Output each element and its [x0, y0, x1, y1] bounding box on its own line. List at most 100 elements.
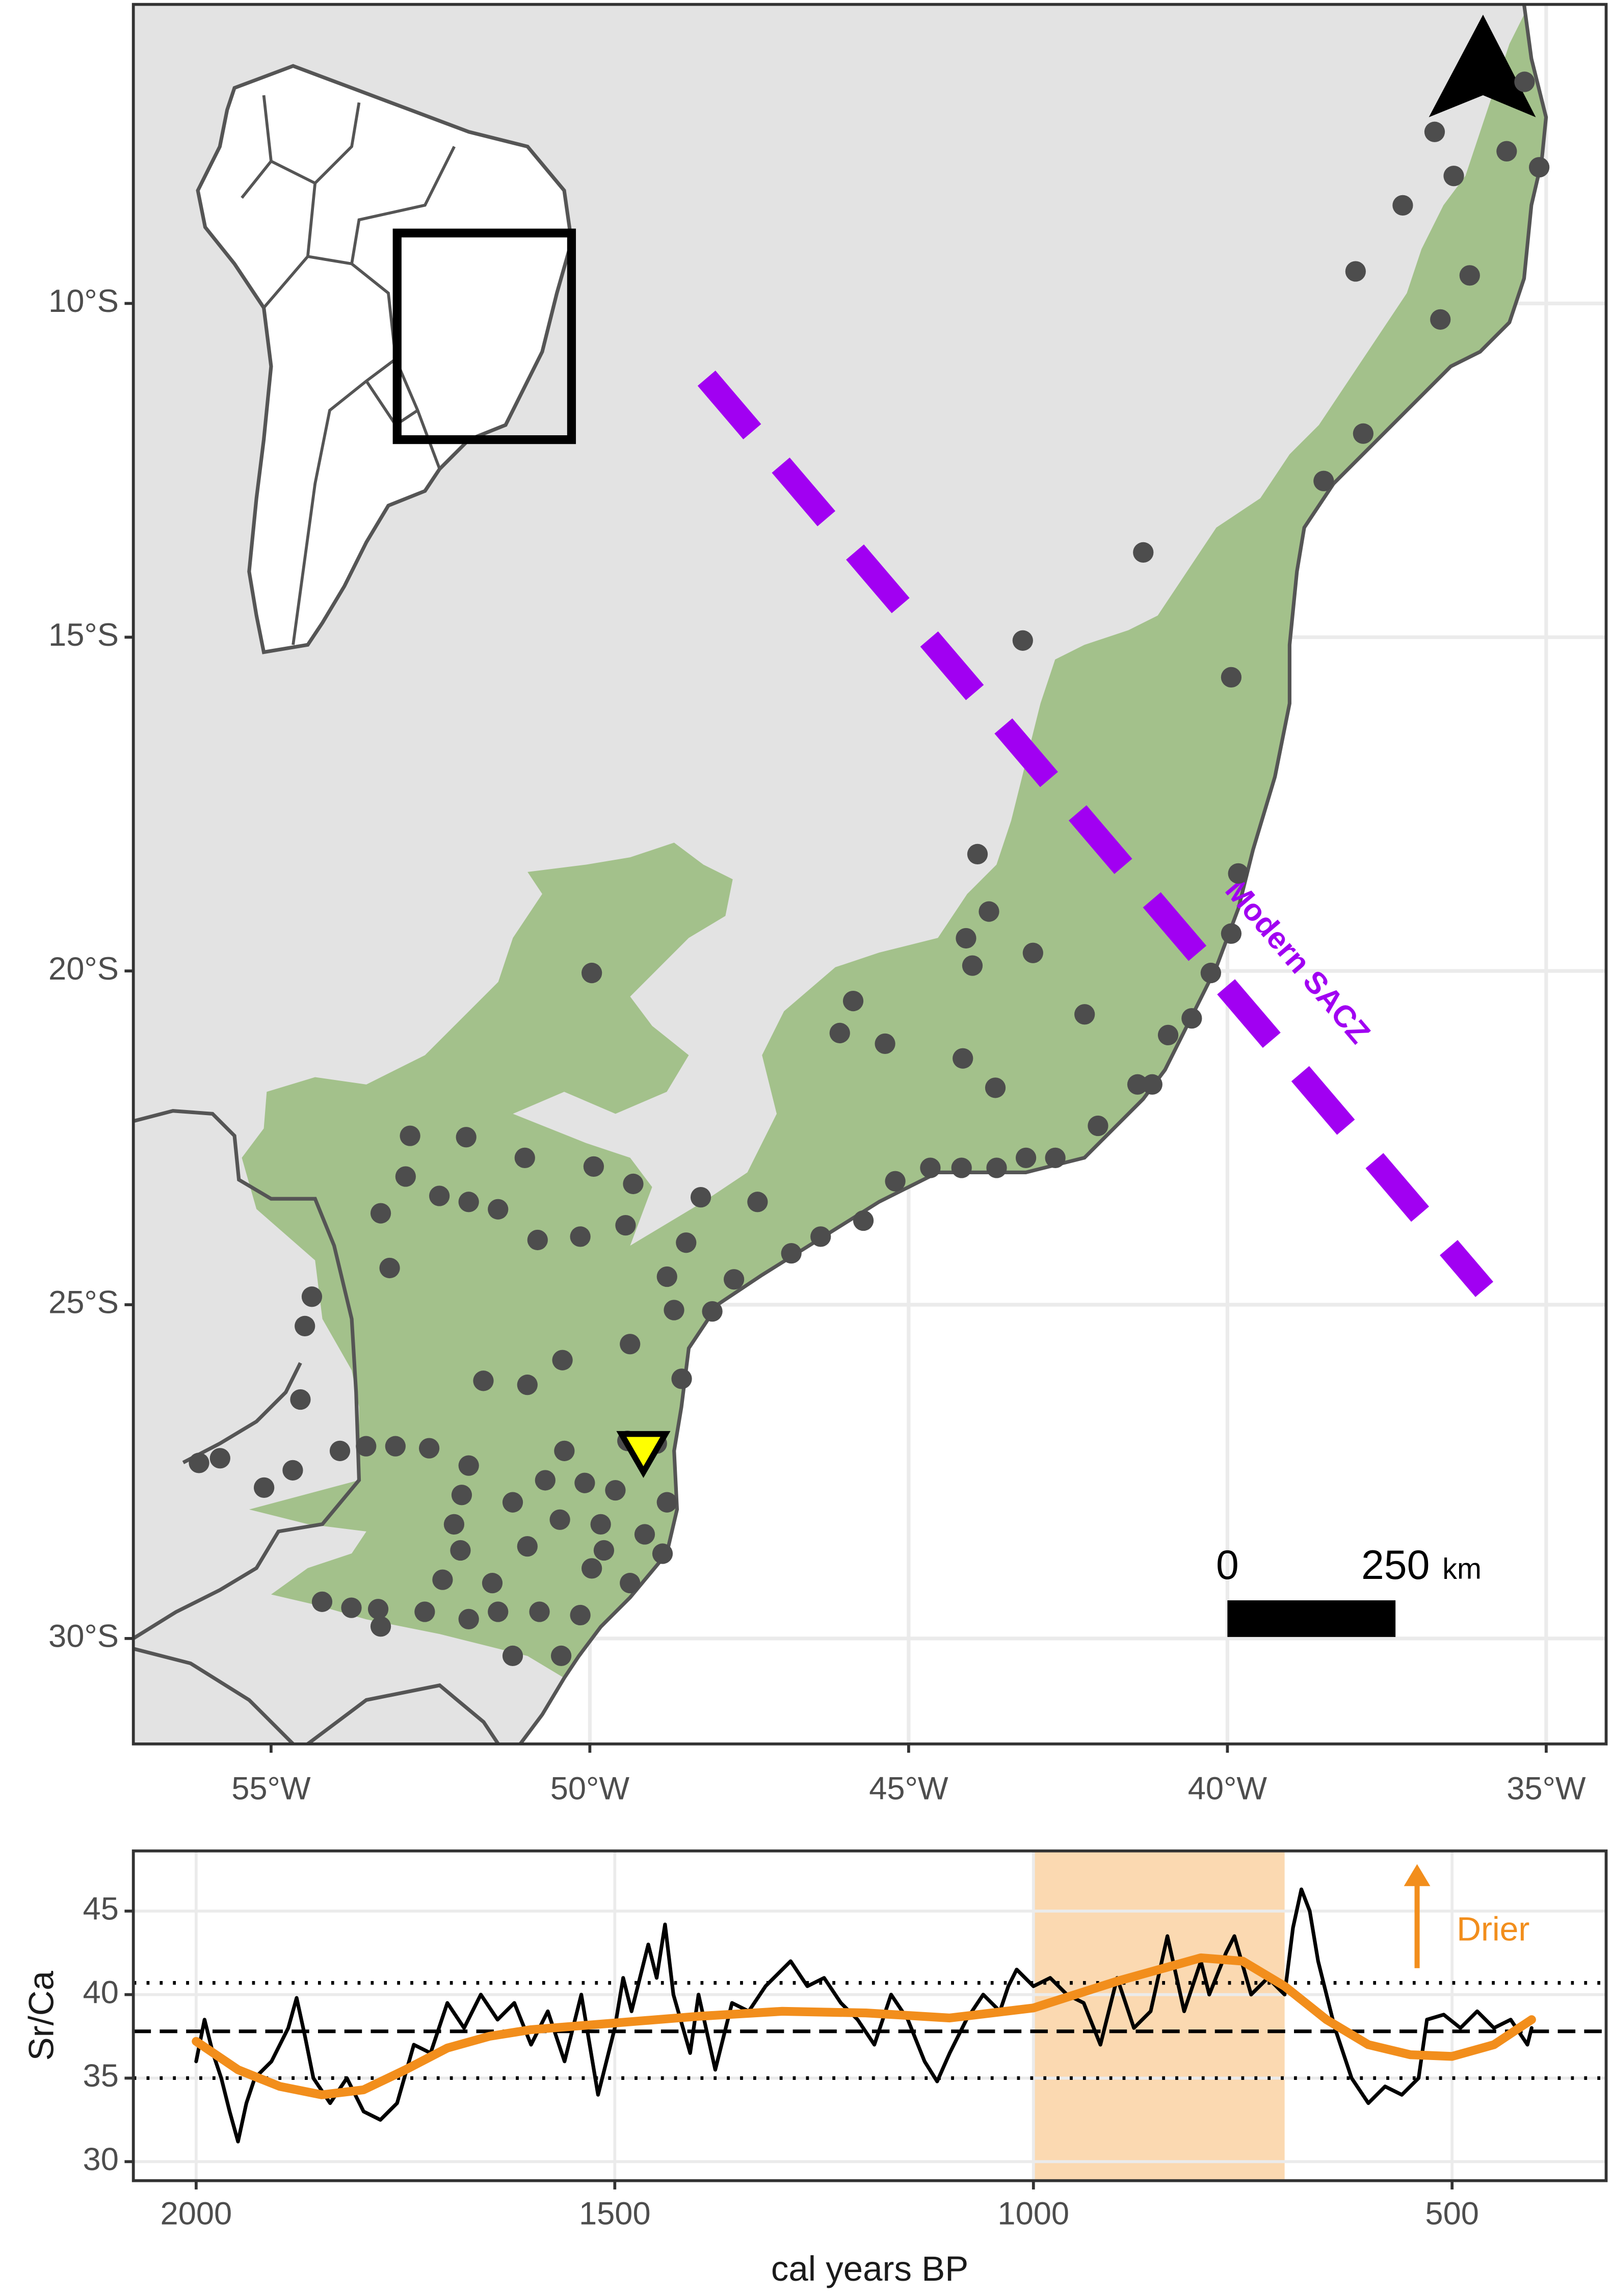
scale-unit: km — [1442, 1553, 1482, 1586]
annotation-arrowhead — [1404, 1864, 1431, 1886]
map-base — [133, 4, 1548, 1744]
site — [473, 1370, 494, 1391]
site — [1345, 261, 1366, 282]
site — [583, 1156, 604, 1177]
site — [1088, 1115, 1108, 1137]
x-tick-label: 45°W — [869, 1771, 948, 1807]
site — [502, 1492, 523, 1513]
site — [829, 1022, 850, 1044]
srca-line — [194, 1887, 1534, 2144]
site — [593, 1540, 615, 1561]
site — [535, 1470, 556, 1491]
x-tick-label: 50°W — [550, 1771, 630, 1807]
country-border — [133, 1647, 295, 1744]
site — [615, 1215, 636, 1236]
site — [967, 843, 988, 865]
site — [1133, 542, 1154, 563]
site — [656, 1492, 677, 1513]
y-tick-label: 30°S — [48, 1619, 119, 1654]
y-axis-title: Sr/Ca — [21, 1970, 61, 2061]
country-border — [306, 1683, 500, 1744]
site — [189, 1453, 209, 1473]
site — [853, 1210, 874, 1231]
site — [356, 1436, 377, 1457]
site — [986, 1157, 1007, 1178]
site — [529, 1601, 550, 1622]
site — [781, 1243, 802, 1264]
site — [1392, 195, 1413, 216]
atlantic-forest — [242, 14, 1546, 1678]
inset-borders — [241, 95, 456, 645]
x-tick-label: 35°W — [1507, 1771, 1586, 1807]
highlight-band — [1033, 1851, 1285, 2181]
site — [875, 1033, 895, 1054]
study-site — [616, 1431, 671, 1478]
sacz-line — [697, 371, 1494, 1297]
site — [282, 1460, 303, 1481]
site — [1012, 630, 1033, 651]
site — [301, 1286, 323, 1307]
site — [842, 990, 864, 1012]
site — [549, 1509, 570, 1530]
coastline — [518, 4, 1548, 1744]
site — [1015, 1147, 1037, 1168]
site — [1424, 121, 1445, 142]
line-marks — [133, 1851, 1606, 2181]
site — [209, 1448, 230, 1469]
site — [953, 1048, 973, 1069]
annotation-text: Drier — [1457, 1910, 1529, 1948]
site — [554, 1440, 575, 1461]
x-tick-label: 2000 — [161, 2196, 232, 2231]
site — [370, 1203, 391, 1224]
x-tick-label: 40°W — [1188, 1771, 1267, 1807]
site — [1157, 1024, 1179, 1045]
line-border — [131, 1849, 1608, 2182]
site — [385, 1436, 406, 1457]
site — [379, 1257, 400, 1279]
site — [1459, 265, 1480, 286]
site — [456, 1127, 477, 1148]
site — [623, 1173, 644, 1195]
y-tick-label: 10°S — [48, 283, 119, 319]
site — [652, 1543, 673, 1564]
y-tick-label: 20°S — [48, 951, 119, 987]
x-axis-title: cal years BP — [771, 2249, 968, 2288]
site — [458, 1192, 479, 1212]
site — [979, 901, 999, 922]
scale-label: 0 — [1216, 1542, 1239, 1588]
site — [488, 1601, 509, 1622]
site — [1181, 1008, 1202, 1029]
site — [690, 1187, 711, 1208]
site — [1074, 1004, 1095, 1025]
site — [414, 1601, 435, 1622]
site — [341, 1597, 362, 1618]
site — [290, 1389, 311, 1410]
site — [367, 1599, 389, 1620]
site — [429, 1185, 450, 1206]
site — [582, 1558, 602, 1579]
site — [656, 1266, 677, 1287]
site — [951, 1157, 972, 1178]
site — [634, 1524, 655, 1545]
site — [956, 928, 976, 949]
site — [1529, 157, 1550, 178]
site — [885, 1171, 906, 1192]
site — [570, 1604, 591, 1626]
y-tick-label: 15°S — [48, 617, 119, 653]
site — [443, 1514, 465, 1535]
site — [253, 1477, 275, 1498]
north-arrow — [1429, 14, 1536, 118]
map-border — [131, 3, 1608, 1746]
site — [1514, 71, 1535, 92]
y-tick-label: 30 — [83, 2142, 119, 2177]
site — [400, 1125, 420, 1146]
site — [1142, 1074, 1162, 1095]
site — [1022, 942, 1043, 963]
site — [605, 1480, 626, 1501]
site — [450, 1540, 471, 1561]
site — [552, 1350, 573, 1370]
site — [488, 1199, 509, 1220]
site — [370, 1616, 391, 1637]
